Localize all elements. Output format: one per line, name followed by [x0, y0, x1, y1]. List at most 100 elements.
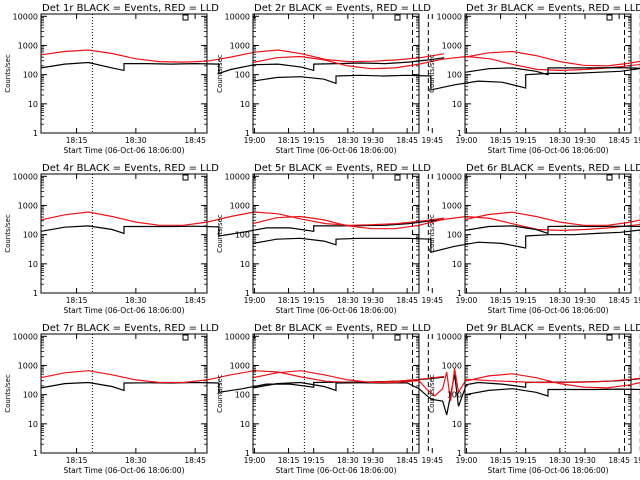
- x-tick-label: 19:00: [244, 456, 266, 465]
- y-tick-label: 10: [28, 100, 38, 109]
- plot-frame: [464, 333, 632, 454]
- plot-frame: [252, 333, 420, 454]
- y-axis-label: Counts/sec: [216, 214, 224, 253]
- y-tick-label: 1000: [18, 361, 38, 370]
- chart-panel-9: Det 9r BLACK = Events, RED = LLD Counts/s…: [428, 323, 640, 475]
- y-tick-label: 1000: [230, 41, 250, 50]
- x-tick-label: 19:00: [456, 456, 478, 465]
- chart-title: Det 3r BLACK = Events, RED = LLD: [466, 3, 640, 14]
- x-tick-label: 19:45: [633, 296, 640, 305]
- x-axis-label: Start Time (06-Oct-06 18:06:00): [275, 466, 396, 475]
- x-tick-label: 19:15: [515, 296, 537, 305]
- y-tick-label: 1000: [230, 201, 250, 210]
- chart-title: Det 4r BLACK = Events, RED = LLD: [42, 163, 219, 174]
- series-events-line: [252, 229, 640, 253]
- x-tick-label: 18:30: [549, 296, 571, 305]
- y-tick-label: 1000: [18, 41, 38, 50]
- marker-box: [182, 174, 189, 181]
- x-tick-label: 18:15: [490, 296, 512, 305]
- chart-panel-8: Det 8r BLACK = Events, RED = LLD Counts/s…: [216, 323, 640, 475]
- x-tick-label: 18:30: [337, 296, 359, 305]
- x-tick-label: 18:45: [184, 456, 206, 465]
- x-tick-label: 19:30: [574, 136, 596, 145]
- panel-grid: Det 1r BLACK = Events, RED = LLD Counts/s…: [4, 3, 640, 475]
- chart-panel-1: Det 1r BLACK = Events, RED = LLD Counts/s…: [4, 3, 445, 155]
- marker-box: [606, 174, 613, 181]
- series-lld-line: [464, 211, 640, 226]
- x-tick-label: 18:45: [608, 456, 630, 465]
- y-axis-label: Counts/sec: [216, 54, 224, 93]
- y-tick-label: 100: [235, 71, 250, 80]
- y-tick-label: 1000: [18, 201, 38, 210]
- x-tick-label: 18:30: [337, 456, 359, 465]
- x-tick-label: 19:00: [456, 296, 478, 305]
- x-tick-label: 18:15: [490, 456, 512, 465]
- x-tick-label: 18:30: [125, 456, 147, 465]
- y-tick-label: 100: [447, 71, 462, 80]
- series-lld-line: [40, 49, 445, 63]
- y-tick-label: 100: [23, 231, 38, 240]
- y-tick-label: 10: [28, 260, 38, 269]
- y-tick-label: 100: [235, 231, 250, 240]
- x-tick-label: 18:30: [125, 296, 147, 305]
- y-tick-label: 1: [245, 289, 250, 298]
- plot-frame: [40, 333, 208, 454]
- plot-frame: [40, 173, 208, 294]
- chart-panel-2: Det 2r BLACK = Events, RED = LLD Counts/s…: [216, 3, 640, 155]
- y-tick-label: 10000: [225, 12, 250, 21]
- chart-title: Det 5r BLACK = Events, RED = LLD: [254, 163, 431, 174]
- marker-box: [394, 174, 401, 181]
- y-tick-label: 10000: [225, 172, 250, 181]
- y-tick-label: 1: [33, 289, 38, 298]
- y-tick-label: 1: [33, 449, 38, 458]
- x-tick-label: 18:15: [278, 456, 300, 465]
- x-tick-label: 18:15: [66, 296, 88, 305]
- y-tick-label: 1: [245, 449, 250, 458]
- y-tick-label: 1000: [442, 201, 462, 210]
- y-tick-label: 100: [447, 231, 462, 240]
- x-tick-label: 18:15: [66, 136, 88, 145]
- y-tick-label: 10: [240, 420, 250, 429]
- x-tick-label: 19:00: [244, 296, 266, 305]
- y-tick-label: 100: [23, 391, 38, 400]
- x-axis-label: Start Time (06-Oct-06 18:06:00): [275, 306, 396, 315]
- x-axis-label: Start Time (06-Oct-06 18:06:00): [63, 466, 184, 475]
- x-tick-label: 19:15: [515, 456, 537, 465]
- x-tick-label: 18:45: [184, 136, 206, 145]
- marker-box: [394, 14, 401, 21]
- x-tick-label: 18:45: [184, 296, 206, 305]
- x-tick-label: 18:30: [549, 136, 571, 145]
- y-tick-label: 10000: [437, 332, 462, 341]
- y-tick-label: 10: [452, 100, 462, 109]
- plot-frame: [252, 13, 420, 134]
- y-tick-label: 100: [23, 71, 38, 80]
- x-axis-label: Start Time (06-Oct-06 18:06:00): [487, 146, 608, 155]
- x-tick-label: 19:30: [574, 456, 596, 465]
- x-tick-label: 18:30: [549, 456, 571, 465]
- y-axis-label: Counts/sec: [216, 374, 224, 413]
- y-tick-label: 100: [235, 391, 250, 400]
- series-lld-line: [464, 373, 640, 389]
- series-lld-line: [40, 211, 445, 226]
- y-tick-label: 10: [240, 260, 250, 269]
- y-tick-label: 1: [457, 289, 462, 298]
- x-axis-label: Start Time (06-Oct-06 18:06:00): [63, 306, 184, 315]
- x-tick-label: 19:15: [303, 136, 325, 145]
- y-tick-label: 1: [457, 449, 462, 458]
- y-tick-label: 10000: [437, 12, 462, 21]
- x-tick-label: 19:30: [362, 296, 384, 305]
- y-tick-label: 1: [245, 129, 250, 138]
- y-tick-label: 10000: [437, 172, 462, 181]
- y-tick-label: 1000: [230, 361, 250, 370]
- y-axis-label: Counts/sec: [4, 54, 12, 93]
- x-tick-label: 19:15: [515, 136, 537, 145]
- x-tick-label: 19:00: [456, 136, 478, 145]
- x-axis-label: Start Time (06-Oct-06 18:06:00): [487, 306, 608, 315]
- x-tick-label: 19:15: [303, 456, 325, 465]
- y-tick-label: 10000: [13, 172, 38, 181]
- y-axis-label: Counts/sec: [4, 374, 12, 413]
- series-lld-line: [252, 215, 640, 232]
- y-axis-label: Counts/sec: [428, 54, 436, 93]
- y-tick-label: 10000: [225, 332, 250, 341]
